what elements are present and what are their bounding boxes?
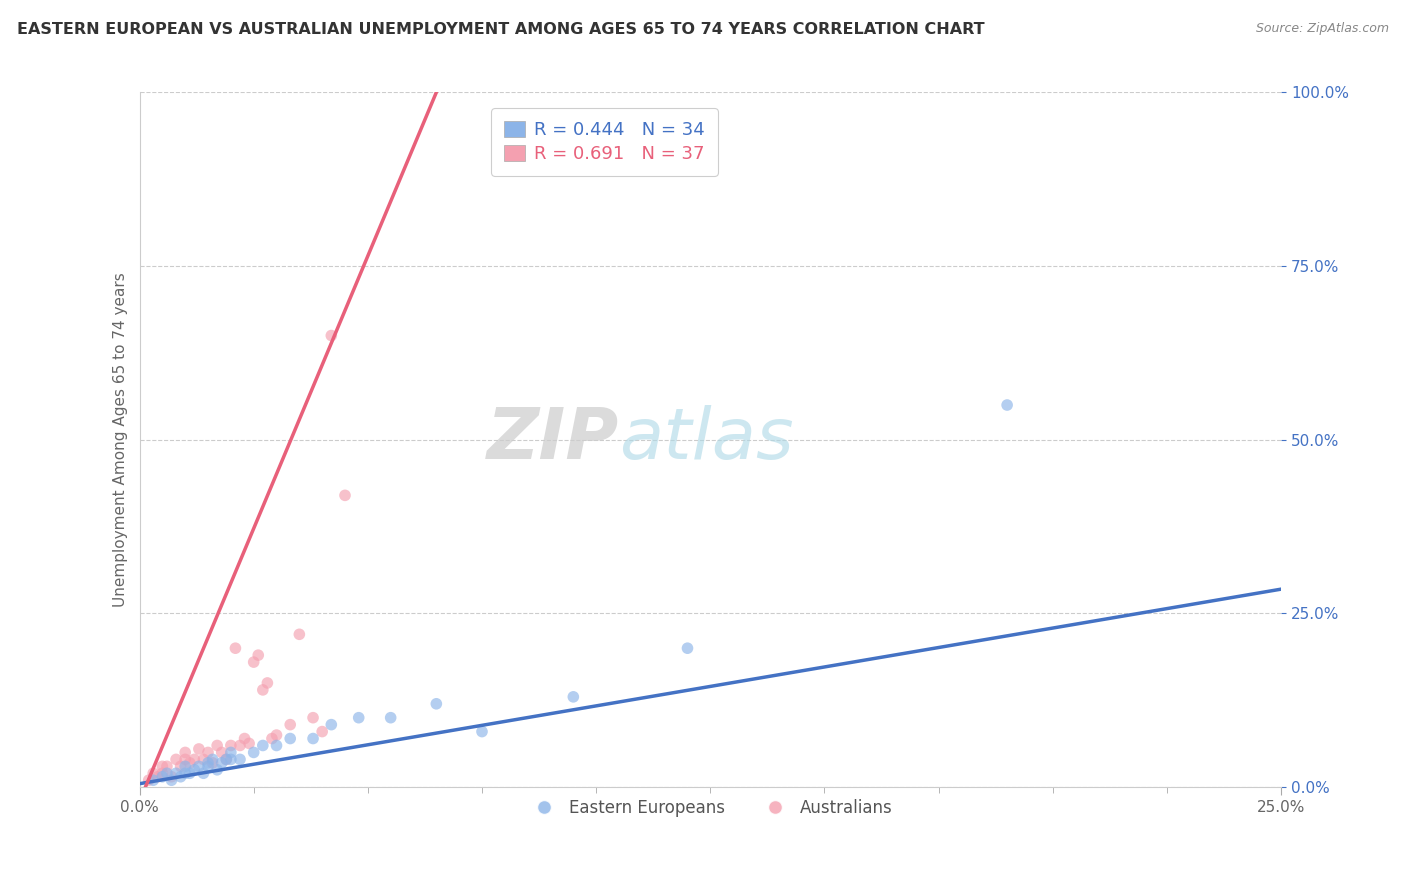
Point [302,711,325,725]
Point [247,648,270,662]
Point [179,766,201,780]
Text: atlas: atlas [619,405,793,475]
Point [197,756,219,770]
Point [215,752,238,766]
Point [174,746,197,760]
Point [156,759,179,773]
Point [150,770,173,784]
Point [146,770,169,784]
Point [242,746,264,760]
Point [302,731,325,746]
Point [380,711,402,725]
Point [242,655,264,669]
Point [160,773,183,788]
Point [471,724,494,739]
Point [183,763,205,777]
Text: Source: ZipAtlas.com: Source: ZipAtlas.com [1256,22,1389,36]
Point [425,697,447,711]
Point [311,724,333,739]
Point [288,627,311,641]
Point [233,731,256,746]
Point [229,739,252,753]
Point [266,728,288,742]
Point [197,746,219,760]
Point [219,746,242,760]
Point [321,328,343,343]
Point [165,766,187,780]
Point [676,641,699,656]
Point [260,731,283,746]
Point [321,717,343,731]
Point [160,770,183,784]
Point [252,739,274,753]
Point [187,759,209,773]
Y-axis label: Unemployment Among Ages 65 to 74 years: Unemployment Among Ages 65 to 74 years [114,272,128,607]
Point [197,759,219,773]
Point [174,759,197,773]
Point [219,739,242,753]
Point [174,752,197,766]
Point [995,398,1018,412]
Point [211,756,233,770]
Point [150,759,173,773]
Point [169,770,191,784]
Point [201,756,224,770]
Point [156,766,179,780]
Text: ZIP: ZIP [486,405,619,475]
Point [142,766,165,780]
Point [229,752,252,766]
Point [211,746,233,760]
Point [562,690,585,704]
Point [278,731,301,746]
Point [266,739,288,753]
Point [179,756,201,770]
Point [238,736,260,750]
Point [169,759,191,773]
Point [333,488,356,502]
Point [205,739,228,753]
Point [193,752,215,766]
Point [252,682,274,697]
Point [205,763,228,777]
Point [165,752,187,766]
Text: EASTERN EUROPEAN VS AUSTRALIAN UNEMPLOYMENT AMONG AGES 65 TO 74 YEARS CORRELATIO: EASTERN EUROPEAN VS AUSTRALIAN UNEMPLOYM… [17,22,984,37]
Point [174,766,197,780]
Point [347,711,370,725]
Legend: Eastern Europeans, Australians: Eastern Europeans, Australians [522,793,900,824]
Point [142,773,165,788]
Point [219,752,242,766]
Point [183,752,205,766]
Point [256,676,278,690]
Point [193,766,215,780]
Point [201,752,224,766]
Point [187,742,209,756]
Point [224,641,246,656]
Point [150,766,173,780]
Point [138,773,160,788]
Point [215,752,238,766]
Point [278,717,301,731]
